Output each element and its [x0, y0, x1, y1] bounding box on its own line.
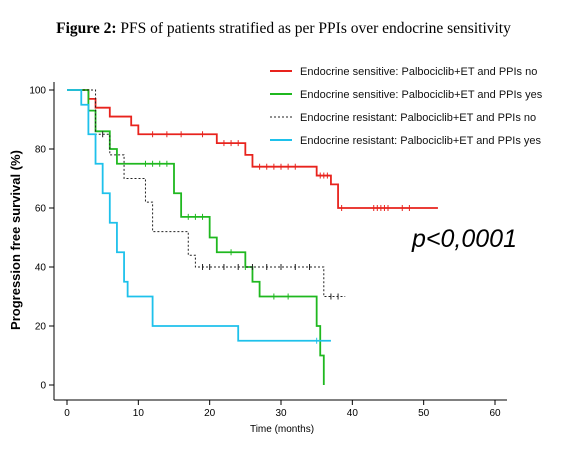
legend-label-2: Endocrine sensitive: Palbociclib+ET and …	[300, 89, 543, 101]
legend-label-4: Endocrine resistant: Palbociclib+ET and …	[300, 135, 542, 147]
series-line-2	[67, 89, 325, 385]
series-line-3	[67, 89, 346, 297]
y-axis-label: Progression free survival (%)	[8, 150, 23, 330]
x-tick-label-60: 60	[489, 408, 501, 419]
x-tick-label-40: 40	[347, 408, 359, 419]
series-line-4	[67, 89, 331, 342]
x-tick-label-20: 20	[204, 408, 216, 419]
legend-label-1: Endocrine sensitive: Palbociclib+ET and …	[300, 66, 537, 78]
legend: Endocrine sensitive: Palbociclib+ET and …	[270, 66, 543, 147]
y-tick-label-40: 40	[35, 263, 47, 274]
legend-label-3: Endocrine resistant: Palbociclib+ET and …	[300, 112, 536, 124]
figure-label: Figure 2:	[56, 20, 117, 37]
y-tick-label-100: 100	[29, 86, 46, 97]
figure-caption: Figure 2: PFS of patients stratified as …	[0, 20, 567, 38]
y-tick-label-80: 80	[35, 145, 47, 156]
axes: 0 20 40 60 80 100 0 10 20 30 40 50 60	[29, 82, 507, 419]
y-tick-label-0: 0	[40, 381, 46, 392]
p-value-annotation: p<0,0001	[412, 225, 517, 253]
x-tick-label-50: 50	[418, 408, 430, 419]
figure-caption-text: PFS of patients stratified as per PPIs o…	[120, 20, 511, 37]
y-tick-label-60: 60	[35, 204, 47, 215]
x-tick-label-30: 30	[275, 408, 287, 419]
curves	[67, 89, 438, 385]
y-tick-label-20: 20	[35, 322, 47, 333]
series-line-1	[67, 89, 438, 209]
x-tick-label-0: 0	[64, 408, 70, 419]
x-axis-label: Time (months)	[250, 424, 314, 435]
x-tick-label-10: 10	[133, 408, 145, 419]
